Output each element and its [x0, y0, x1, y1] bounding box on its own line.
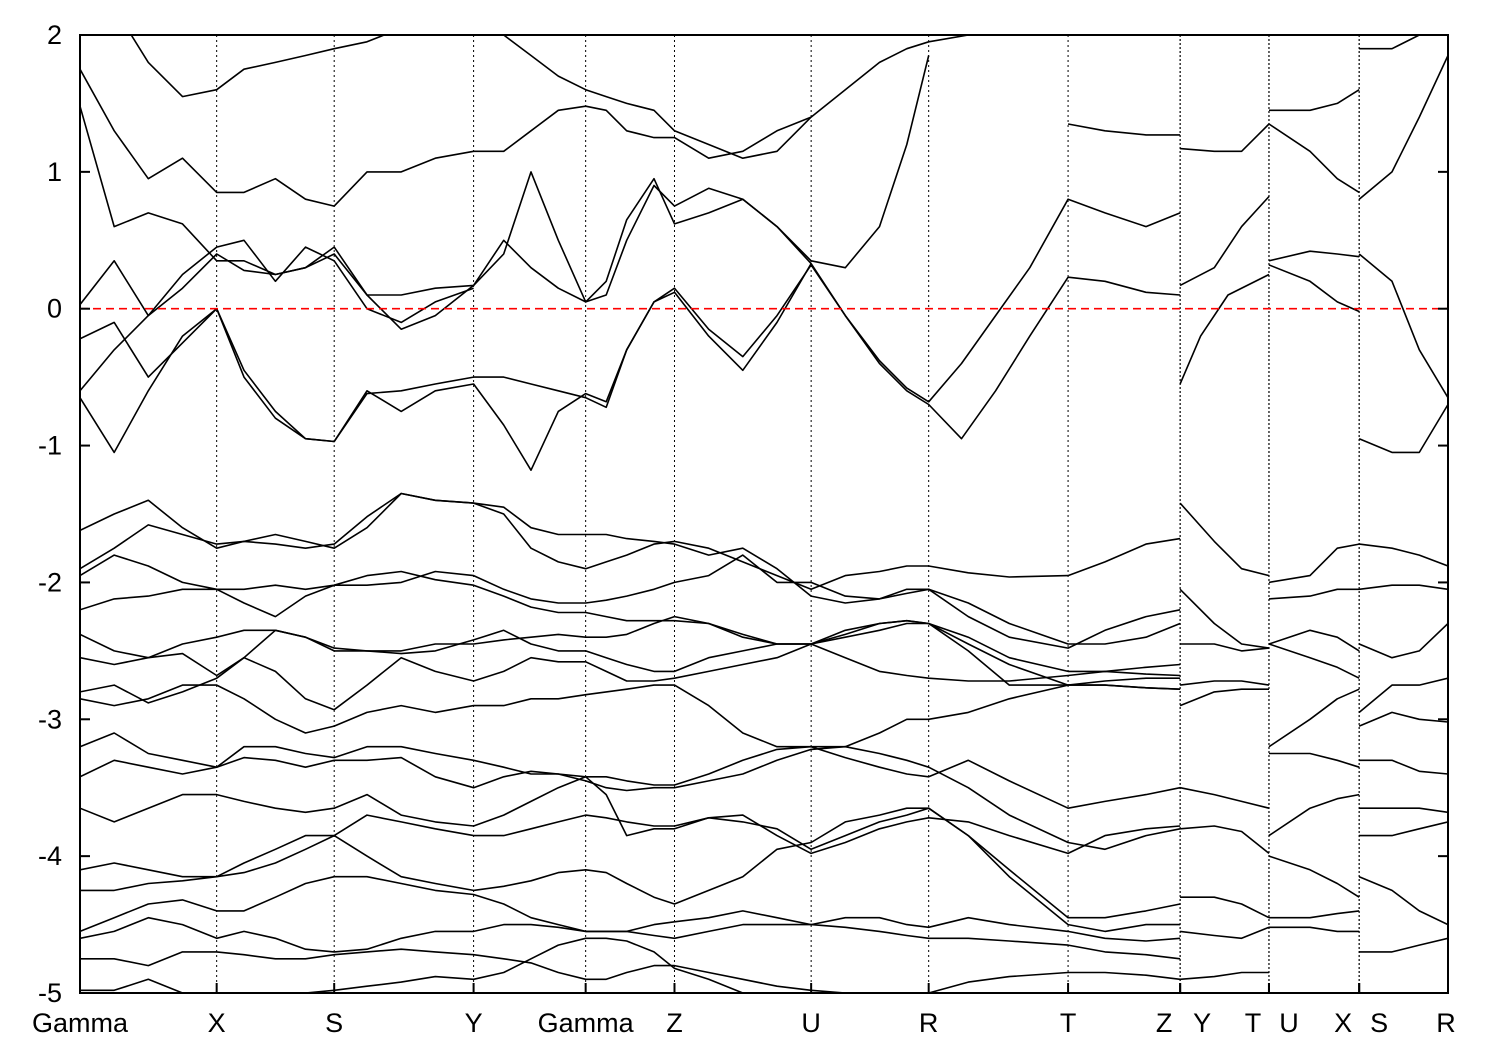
x-tick-label: Z — [666, 1008, 683, 1038]
band-line-4 — [80, 105, 812, 303]
band-line-3 — [80, 68, 812, 207]
band-line-6 — [130, 35, 969, 159]
x-tick-label: Y — [465, 1008, 483, 1038]
x-tick-label: T — [1245, 1008, 1262, 1038]
x-tick-label: Z — [1156, 1008, 1173, 1038]
y-tick-label: 1 — [47, 157, 62, 187]
band-line-35 — [1180, 793, 1448, 855]
x-tick-label: T — [1060, 1008, 1077, 1038]
band-line-7 — [1067, 35, 1423, 153]
band-line-31 — [1180, 622, 1448, 679]
y-tick-label: -4 — [38, 841, 62, 871]
band-line-37 — [1180, 875, 1448, 940]
x-tick-label: X — [1334, 1008, 1352, 1038]
band-line-18 — [80, 619, 1181, 711]
band-line-13 — [80, 492, 1181, 649]
band-line-8 — [1179, 55, 1448, 287]
band-line-39 — [1359, 992, 1401, 993]
y-tick-label: 2 — [47, 20, 62, 50]
x-tick-label: R — [1436, 1008, 1456, 1038]
band-line-27 — [80, 948, 1181, 993]
x-tick-label: U — [1279, 1008, 1299, 1038]
band-line-20 — [80, 732, 1181, 809]
y-tick-label: -2 — [38, 567, 62, 597]
y-axis-ticks: 2 1 0 -1 -2 -3 -4 -5 — [38, 20, 1448, 1008]
y-tick-label: -1 — [38, 431, 62, 461]
band-line-2 — [80, 55, 930, 330]
band-line-38 — [1180, 926, 1448, 981]
band-line-19 — [80, 684, 1181, 748]
band-line-21 — [80, 745, 1181, 851]
x-tick-label: Gamma — [32, 1008, 129, 1038]
x-tick-label: Y — [1193, 1008, 1211, 1038]
band-line-10 — [1358, 404, 1448, 454]
x-tick-label: R — [919, 1008, 939, 1038]
kpoint-grid-lines — [216, 35, 1360, 993]
band-line-36 — [1180, 821, 1448, 919]
band-line-12 — [80, 492, 1181, 591]
band-line-14 — [80, 554, 1181, 645]
band-line-26 — [80, 916, 1181, 960]
x-tick-label: Gamma — [538, 1008, 635, 1038]
band-line-33 — [1179, 688, 1448, 748]
band-line-30 — [1179, 584, 1448, 649]
band-line-1 — [80, 198, 1181, 443]
band-line-9 — [1179, 253, 1448, 399]
band-line-15 — [80, 570, 1181, 673]
band-line-32 — [1180, 629, 1448, 714]
band-line-29 — [1179, 502, 1448, 584]
band-line-34 — [1179, 752, 1448, 809]
band-line-22 — [80, 776, 1181, 855]
x-axis-ticks: Gamma X S Y Gamma Z U R T Z Y T U X S R — [32, 983, 1456, 1038]
y-tick-label: -3 — [38, 704, 62, 734]
band-line-16 — [80, 615, 1181, 682]
band-line-28 — [80, 937, 744, 993]
y-tick-label: -5 — [38, 978, 62, 1008]
x-tick-label: S — [1370, 1008, 1388, 1038]
band-line-23 — [80, 807, 1181, 919]
plot-frame — [79, 34, 1449, 994]
x-tick-label: S — [325, 1008, 343, 1038]
y-tick-label: 0 — [47, 294, 62, 324]
band-line-5 — [80, 239, 474, 392]
band-line-17 — [80, 619, 1181, 686]
band-line-24 — [80, 807, 1181, 933]
x-tick-label: U — [801, 1008, 821, 1038]
band-line-11 — [1268, 123, 1360, 194]
x-tick-label: X — [208, 1008, 226, 1038]
band-lines — [80, 35, 1448, 993]
band-line-0 — [80, 262, 1181, 471]
